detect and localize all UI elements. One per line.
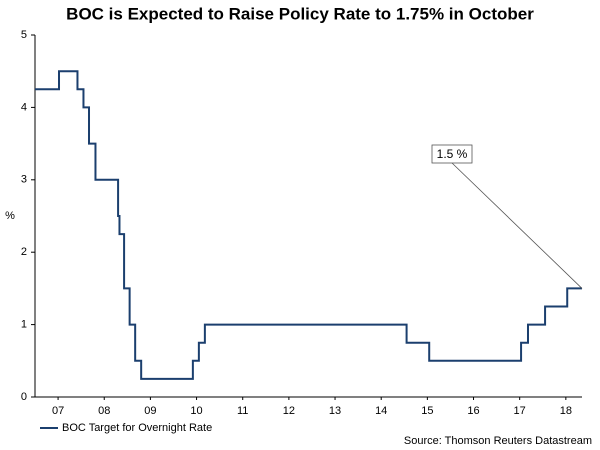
legend-label: BOC Target for Overnight Rate [62,422,212,434]
series-line [35,70,582,380]
x-tick-label: 12 [283,405,295,417]
annotation-box [431,144,473,164]
x-tick-label: 08 [98,405,110,417]
y-tick-label: 5 [21,29,27,41]
y-tick-label: 2 [21,246,27,258]
x-tick-label: 17 [514,405,526,417]
x-tick-label: 10 [190,405,202,417]
x-tick-label: 14 [375,405,387,417]
x-tick-label: 18 [560,405,572,417]
x-tick-label: 13 [329,405,341,417]
x-tick-label: 11 [237,405,248,417]
x-tick-label: 07 [52,405,64,417]
x-tick-label: 09 [144,405,156,417]
x-tick-label: 15 [421,405,433,417]
source-note: Source: Thomson Reuters Datastream [404,435,592,447]
y-axis-label: % [5,210,15,222]
y-tick-label: 0 [21,391,27,403]
y-tick-label: 1 [21,319,27,331]
annotation: 1.5 % [437,147,468,161]
chart-title: BOC is Expected to Raise Policy Rate to … [66,4,534,23]
y-tick-label: 3 [21,174,27,186]
y-tick-label: 4 [21,101,27,113]
annotation-leader [451,162,583,289]
x-tick-label: 16 [467,405,479,417]
